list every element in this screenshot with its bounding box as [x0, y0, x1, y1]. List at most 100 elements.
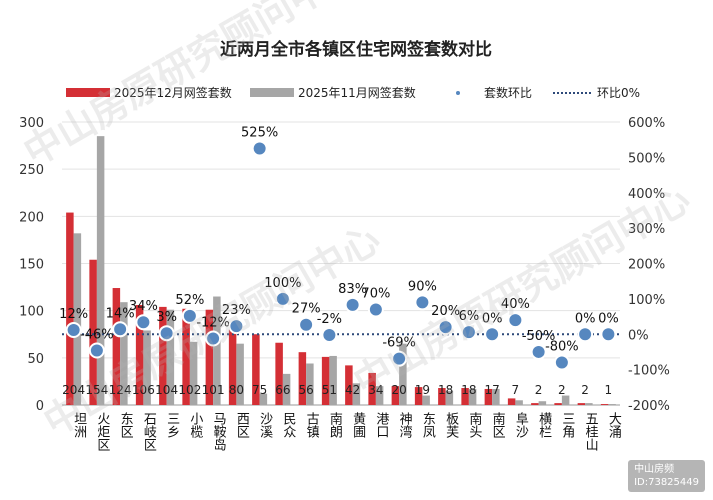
x-tick-label: 板芙: [443, 412, 459, 438]
bar-dec: [414, 387, 423, 405]
y-tick-label: 300: [19, 116, 44, 131]
mom-label: -69%: [382, 336, 416, 351]
bar-value-label: 75: [252, 383, 267, 397]
bar-nov: [585, 403, 593, 405]
bar-value-label: 34: [368, 383, 383, 397]
mom-point: [484, 326, 501, 343]
bar-nov: [236, 343, 244, 405]
bar-dec: [345, 365, 353, 405]
mom-point: [112, 321, 129, 338]
bar-nov: [259, 393, 268, 405]
mom-label: 20%: [431, 304, 460, 319]
bar-dec: [112, 288, 121, 405]
x-tick-label: 南区: [490, 411, 506, 438]
x-tick-label: 港口: [373, 412, 389, 438]
y2-tick-label: 300%: [628, 222, 665, 237]
logo-id: ID:73825449: [634, 477, 699, 488]
bar-value-label: 42: [345, 383, 360, 397]
bar-dec: [89, 259, 97, 405]
mom-label: -2%: [317, 312, 342, 327]
x-tick-label: 马鞍岛: [211, 412, 227, 451]
logo: 中山房频 ID:73825449: [628, 460, 705, 492]
mom-point: [274, 290, 291, 307]
x-tick-label: 横栏: [536, 412, 552, 438]
y2-tick-label: 100%: [628, 293, 665, 308]
bar-dec: [135, 305, 144, 405]
bar-value-label: 154: [85, 383, 108, 397]
bar-dec: [577, 403, 586, 405]
mom-label: 34%: [129, 299, 158, 314]
mom-point: [88, 342, 105, 359]
legend-label-nov: 2025年11月网签套数: [298, 85, 416, 100]
y-tick-label: 50: [27, 352, 44, 367]
y2-tick-label: 0%: [628, 328, 649, 343]
bar-dec: [252, 334, 260, 405]
mom-label: -50%: [522, 329, 556, 344]
bar-nov: [375, 386, 384, 405]
mom-label: 6%: [459, 309, 480, 324]
y-tick-label: 0: [36, 399, 44, 414]
bar-nov: [608, 404, 616, 405]
bar-dec: [159, 306, 167, 405]
mom-label: -80%: [545, 340, 579, 355]
bar-nov: [213, 296, 221, 405]
bar-nov: [329, 355, 337, 405]
mom-label: 83%: [338, 282, 367, 297]
x-tick-label: 黄圃: [350, 412, 366, 439]
bar-nov: [306, 363, 314, 405]
bar-value-label: 7: [512, 383, 520, 397]
y-tick-label: 200: [19, 210, 44, 225]
bar-nov: [96, 136, 105, 405]
x-tick-label: 石岐区: [141, 412, 157, 451]
bar-dec: [228, 329, 237, 405]
y2-tick-label: -200%: [628, 399, 670, 414]
mom-point: [553, 354, 570, 371]
bar-value-label: 18: [461, 383, 476, 397]
mom-label: 0%: [482, 311, 503, 326]
bar-value-label: 56: [298, 383, 313, 397]
x-tick-label: 小榄: [187, 412, 203, 438]
bar-value-label: 2: [558, 383, 566, 397]
bar-dec: [368, 372, 376, 405]
x-tick-label: 东区: [118, 412, 134, 438]
bar-nov: [561, 395, 570, 405]
bar-dec: [507, 398, 516, 405]
bar-value-label: 204: [62, 383, 85, 397]
logo-name: 中山房频: [634, 464, 675, 475]
mom-point: [228, 318, 245, 335]
bar-nov: [492, 388, 500, 405]
bar-dec: [275, 342, 283, 405]
x-tick-label: 阜沙: [513, 411, 529, 438]
mom-point: [135, 314, 152, 331]
bar-nov: [282, 373, 291, 405]
legend-label-mom: 套数环比: [484, 85, 532, 100]
bar-value-label: 2: [535, 383, 543, 397]
x-tick-label: 火炬区: [94, 412, 110, 451]
y2-tick-label: -100%: [628, 364, 670, 379]
x-tick-label: 南头: [466, 411, 482, 438]
mom-point: [600, 326, 617, 343]
mom-point: [181, 307, 198, 324]
legend-label-dec: 2025年12月网签套数: [114, 85, 232, 100]
mom-point: [414, 294, 431, 311]
bar-nov: [399, 343, 407, 405]
x-tick-label: 大涌: [606, 412, 622, 438]
bar-nov: [515, 400, 523, 405]
y2-tick-label: 400%: [628, 187, 665, 202]
x-tick-label: 三乡: [164, 412, 180, 438]
mom-point: [530, 343, 547, 360]
bar-value-label: 104: [155, 383, 178, 397]
x-tick-label: 东凤: [420, 412, 436, 439]
y2-tick-label: 200%: [628, 258, 665, 273]
y-tick-label: 150: [19, 258, 44, 273]
x-tick-label: 三角: [559, 412, 575, 439]
mom-point: [205, 330, 222, 347]
y2-tick-label: 600%: [628, 116, 665, 131]
bar-dec: [438, 388, 446, 405]
bar-dec: [391, 386, 400, 405]
bar-dec: [321, 356, 330, 405]
bar-value-label: 20: [391, 383, 406, 397]
mom-point: [460, 324, 477, 341]
bar-value-label: 66: [275, 383, 290, 397]
